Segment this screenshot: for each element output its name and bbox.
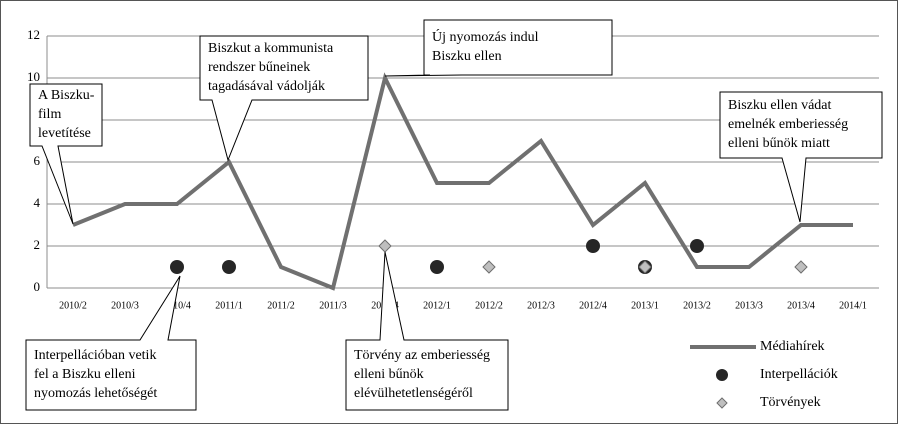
callout-text: Biszkut a kommunista	[208, 41, 334, 56]
callout-text: fel a Biszku elleni	[34, 367, 136, 382]
y-tick-label: 12	[27, 27, 40, 42]
legend-label: Interpellációk	[760, 367, 838, 382]
x-tick-label: 2013/4	[787, 300, 815, 311]
law-diamond	[482, 260, 496, 274]
y-tick-label: 2	[34, 237, 41, 252]
y-tick-label: 0	[34, 279, 41, 294]
callout-box	[345, 251, 509, 411]
callout-text: emelnék emberiesség	[728, 117, 848, 132]
callout-text: elleni bűnök miatt	[728, 136, 830, 151]
legend-swatch	[716, 397, 728, 409]
callout-text: Biszku ellen vádat	[728, 98, 832, 113]
callout-box	[384, 19, 613, 77]
x-tick-label: 2013/2	[683, 300, 711, 311]
callout-box	[199, 35, 369, 162]
interpellation-dot	[586, 239, 600, 253]
x-tick-label: 2012/4	[579, 300, 607, 311]
interpellation-dot	[222, 260, 236, 274]
x-tick-label: 2010/4	[163, 300, 191, 311]
x-tick-label: 2010/3	[111, 300, 139, 311]
x-tick-label: 2013/3	[735, 300, 763, 311]
series-line	[72, 72, 853, 291]
callout-text: elévülhetetlenségéről	[354, 386, 473, 401]
callout-box	[25, 275, 197, 411]
y-tick-label: 6	[34, 153, 41, 168]
callout-text: rendszer bűneinek	[208, 60, 310, 75]
x-tick-label: 2011/1	[215, 300, 242, 311]
callout-text: Törvény az emberiesség	[354, 348, 490, 363]
callout-text: A Biszku-	[38, 88, 95, 103]
callout-box	[719, 91, 883, 223]
interpellation-dot	[690, 239, 704, 253]
callout-box	[29, 83, 103, 225]
callout-text: film	[38, 107, 61, 122]
callout-text: elleni bűnök	[354, 367, 424, 382]
legend-label: Törvények	[760, 395, 821, 410]
callout-text: Biszku ellen	[432, 49, 502, 64]
callout-text: levetítése	[38, 126, 91, 141]
callout-text: Új nyomozás indul	[432, 28, 539, 45]
y-tick-label: 10	[27, 69, 40, 84]
callout-text: tagadásával vádolják	[208, 79, 325, 94]
callout-text: Interpellációban vetik	[34, 348, 156, 363]
y-tick-label: 4	[34, 195, 41, 210]
x-tick-label: 2014/1	[839, 300, 867, 311]
x-tick-label: 2012/1	[423, 300, 451, 311]
x-tick-label: 2011/2	[267, 300, 294, 311]
x-tick-label: 2012/2	[475, 300, 503, 311]
law-diamond	[794, 260, 808, 274]
x-tick-label: 2013/1	[631, 300, 659, 311]
interpellation-dot	[170, 260, 184, 274]
callout-text: nyomozás lehetőségét	[34, 386, 157, 401]
legend-swatch	[716, 369, 728, 381]
legend-label: Médiahírek	[760, 339, 825, 354]
x-tick-label: 2012/3	[527, 300, 555, 311]
x-tick-label: 2010/2	[59, 300, 87, 311]
law-diamond	[638, 260, 652, 274]
interpellation-dot	[430, 260, 444, 274]
x-tick-label: 2011/3	[319, 300, 346, 311]
